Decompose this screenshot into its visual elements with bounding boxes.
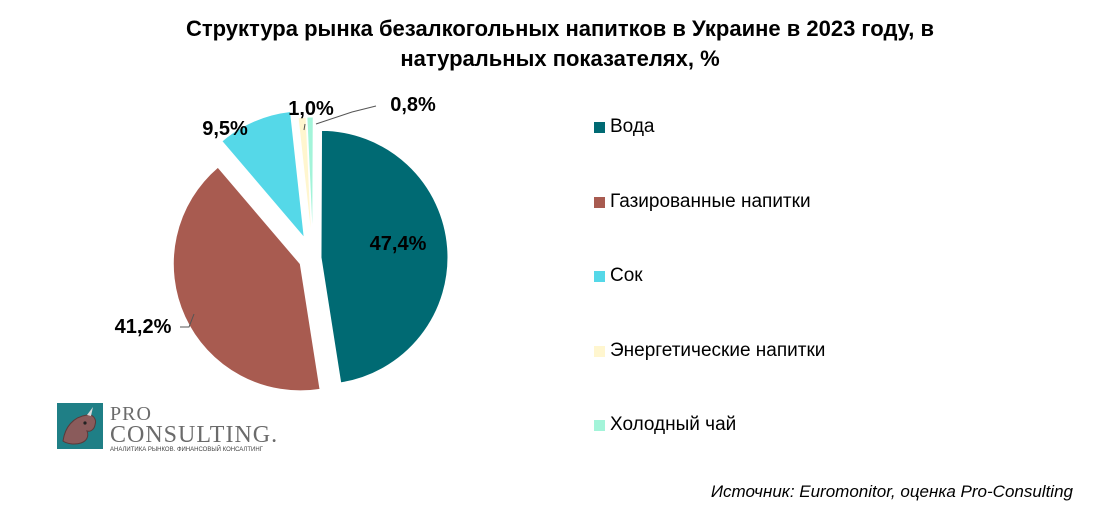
data-label-сок: 9,5% — [202, 118, 248, 140]
pie-slice-сок — [221, 111, 305, 240]
data-label-вода: 47,4% — [370, 233, 427, 255]
legend-swatch — [594, 345, 605, 357]
legend-label: Сок — [610, 265, 643, 286]
legend-label: Газированные напитки — [610, 190, 811, 212]
data-label-газированные-напитки: 41,2% — [115, 316, 172, 338]
chart-title: Структура рынка безалкогольных напитков … — [60, 14, 1060, 74]
legend-swatch — [594, 271, 605, 282]
chart-title-line-2: натуральных показателях, % — [400, 46, 720, 71]
leader-line-холодный-чай — [315, 105, 377, 125]
leader-line-газированные-напитки — [180, 313, 195, 328]
pie-slices — [172, 111, 449, 392]
source-note: Источник: Euromonitor, оценка Pro-Consul… — [710, 482, 1073, 501]
pro-consulting-logo: PRO CONSULTING. АНАЛИТИКА РЫНКОВ. ФИНАНС… — [57, 403, 287, 453]
pie-slice-вода — [320, 129, 449, 384]
rhino-logo-icon — [57, 403, 103, 449]
legend-label: Вода — [610, 116, 655, 137]
legend-label: Холодный чай — [610, 414, 737, 435]
pie-slice-газированные-напитки — [172, 166, 321, 392]
legend-swatch — [594, 420, 605, 431]
logo-tagline: АНАЛИТИКА РЫНКОВ. ФИНАНСОВЫЙ КОНСАЛТИНГ — [110, 447, 263, 453]
legend-swatch — [594, 196, 605, 208]
data-label-энергетические-напитки: 1,0% — [288, 98, 334, 120]
logo-pro-text: PRO — [110, 403, 152, 425]
data-labels: 47,4% 41,2% 9,5% 1,0% 0,8% — [115, 94, 436, 338]
data-label-холодный-чай: 0,8% — [390, 94, 436, 116]
legend-label: Энергетические напитки — [610, 339, 826, 361]
leader-line-энергетические-напитки — [303, 123, 306, 131]
pie-slice-холодный-чай — [306, 116, 314, 245]
pie-slice-энергетические-напитки — [297, 116, 313, 245]
chart-title-line-1: Структура рынка безалкогольных напитков … — [185, 16, 935, 41]
legend-swatch — [594, 122, 605, 133]
logo-consulting-text: CONSULTING. — [110, 422, 279, 448]
leader-lines — [180, 105, 377, 328]
